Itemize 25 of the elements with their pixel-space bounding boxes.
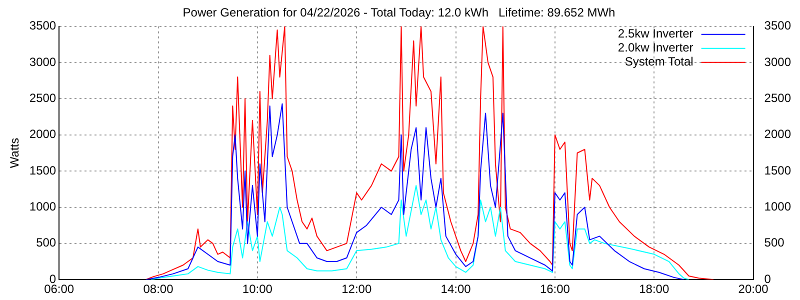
y-tick-label: 3500 bbox=[29, 18, 56, 33]
y2-tick-label: 3500 bbox=[764, 18, 792, 33]
y-tick-label: 2500 bbox=[29, 91, 56, 106]
y-tick-label: 1500 bbox=[29, 163, 56, 178]
legend-label: 2.5kw Inverter bbox=[618, 26, 694, 41]
y2-tick-label: 2000 bbox=[764, 127, 792, 142]
y-axis-title: Watts bbox=[8, 138, 22, 168]
y2-tick-label: 1500 bbox=[764, 163, 792, 178]
y-tick-label: 3000 bbox=[29, 54, 56, 69]
legend-label: 2.0kw Inverter bbox=[618, 40, 694, 55]
legend-label: System Total bbox=[624, 54, 694, 69]
x-tick-label: 18:00 bbox=[639, 282, 670, 296]
y2-tick-label: 1000 bbox=[764, 200, 792, 214]
y-tick-label: 500 bbox=[36, 236, 56, 250]
x-tick-label: 10:00 bbox=[242, 282, 273, 296]
x-tick-label: 14:00 bbox=[440, 282, 472, 296]
chart-title: Power Generation for 04/22/2026 - Total Today: 12.0 kWh Lifetime: 89.652 MWh bbox=[182, 6, 616, 20]
x-tick-label: 08:00 bbox=[143, 282, 174, 296]
y-tick-label: 2000 bbox=[29, 127, 56, 142]
y2-tick-label: 3000 bbox=[764, 54, 792, 69]
x-tick-label: 16:00 bbox=[540, 282, 570, 296]
y-tick-label: 1000 bbox=[29, 200, 56, 214]
y2-tick-label: 500 bbox=[764, 236, 785, 250]
y2-tick-label: 2500 bbox=[764, 91, 792, 106]
x-tick-label: 12:00 bbox=[342, 282, 372, 296]
